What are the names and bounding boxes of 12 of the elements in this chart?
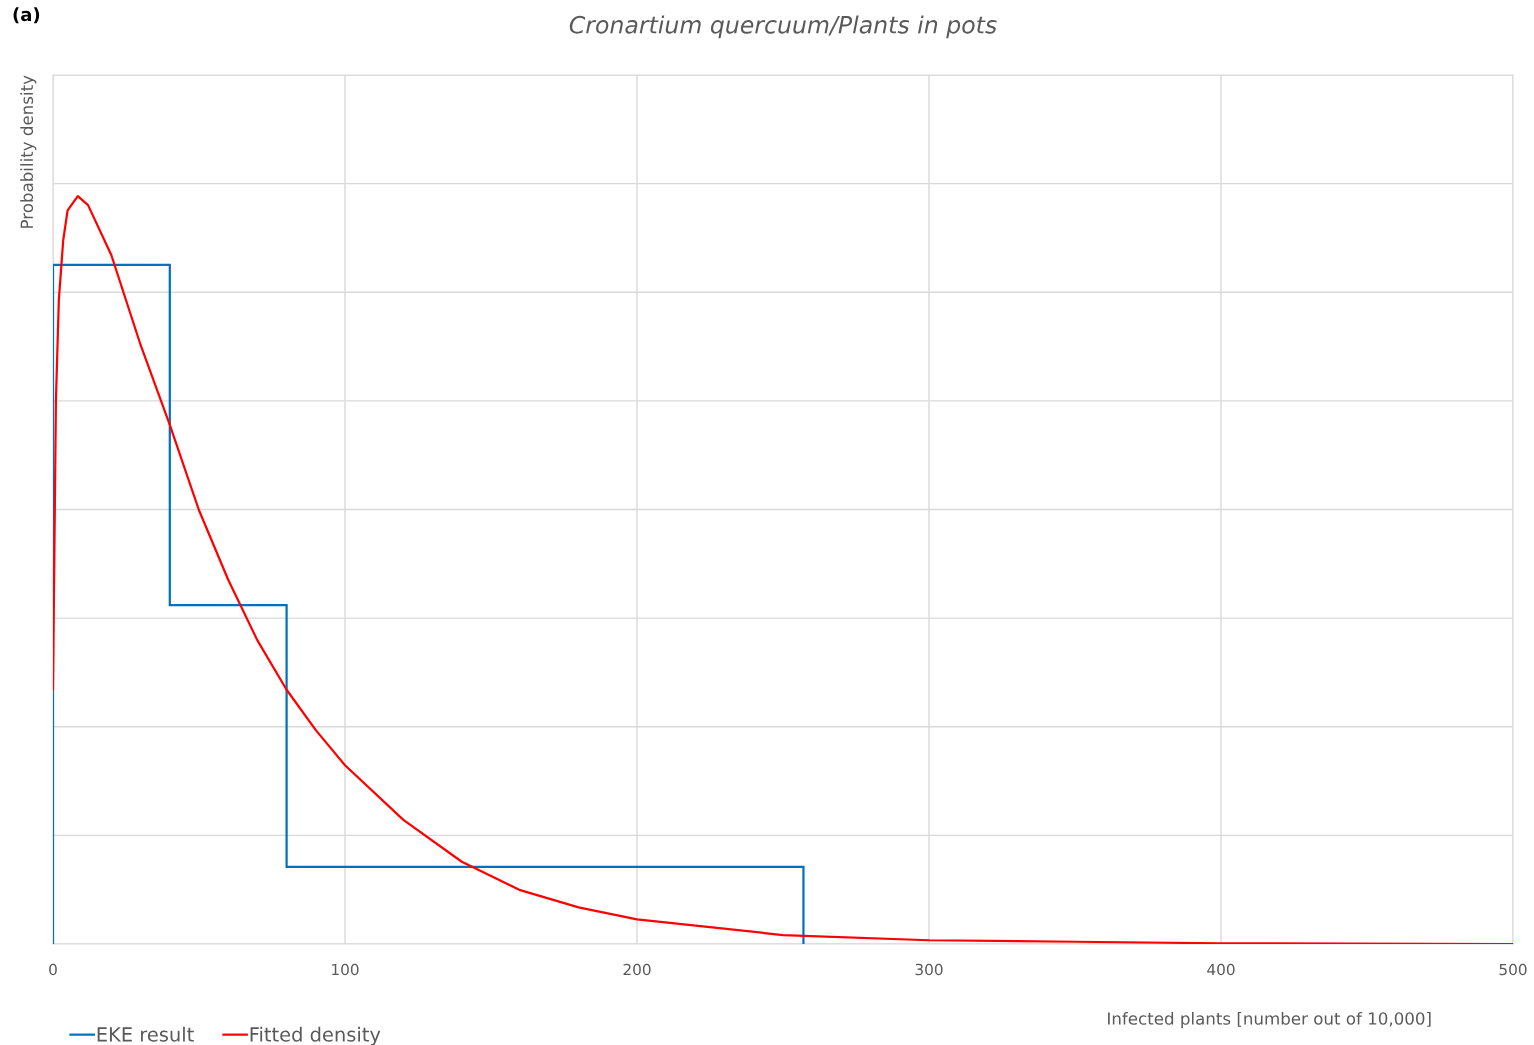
x-tick-label: 0	[49, 963, 57, 976]
x-tick-label: 400	[1207, 963, 1235, 976]
x-tick-label: 500	[1499, 963, 1527, 976]
x-axis-title: Infected plants [number out of 10,000]	[1108, 1011, 1431, 1029]
text: (a)	[13, 7, 40, 24]
x-tick-label: 100	[332, 963, 359, 976]
chart-title: Cronartium quercuum/Plants in pots	[569, 15, 997, 39]
y-axis-title: Probability density	[20, 75, 37, 228]
x-tick-label: 200	[623, 963, 651, 976]
legend-label: EKE result	[97, 1026, 194, 1042]
x-tick-label: 300	[915, 963, 943, 976]
legend-label: Fitted density	[250, 1026, 381, 1045]
